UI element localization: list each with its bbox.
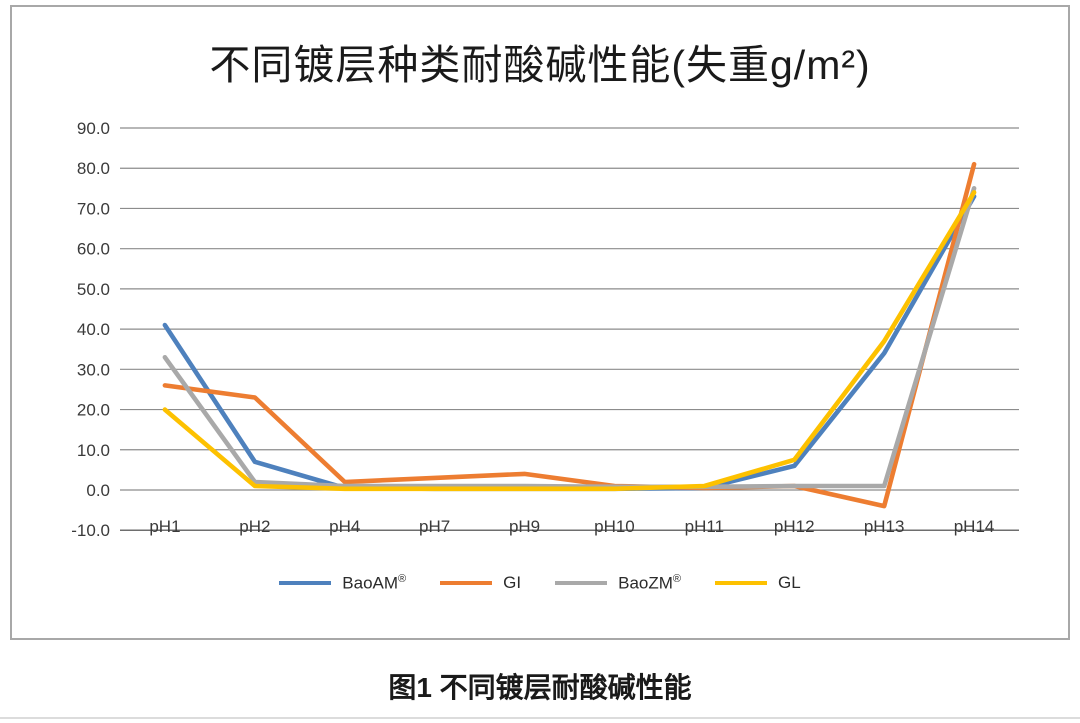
legend-item: BaoZM® (555, 573, 681, 594)
y-tick-label: 0.0 (86, 481, 110, 500)
plot-svg: 90.0 80.0 70.0 60.0 50.0 40.0 30.0 20.0 10.0 0.0 -… (71, 119, 1019, 540)
legend-item: GL (715, 573, 801, 593)
x-tick-label: pH2 (239, 517, 270, 536)
x-tick-label: pH12 (774, 517, 815, 536)
legend-swatch (440, 581, 493, 586)
y-tick-label: 70.0 (77, 199, 110, 218)
series-line-baozm (162, 186, 977, 490)
y-tick-label: -10.0 (71, 521, 110, 540)
legend-swatch (555, 581, 608, 586)
legend-swatch (279, 581, 332, 586)
legend-label: BaoAM® (342, 573, 407, 593)
y-tick-label: 10.0 (77, 441, 110, 460)
y-tick-label: 30.0 (77, 360, 110, 379)
x-tick-label: pH11 (685, 517, 724, 536)
x-tick-label: pH7 (419, 517, 450, 536)
series-line-gi (162, 161, 977, 509)
y-tick-label: 60.0 (77, 240, 110, 259)
y-tick-label: 40.0 (77, 320, 110, 339)
y-tick-label: 90.0 (77, 119, 110, 138)
y-tick-label: 50.0 (77, 280, 110, 299)
series-line-gl (162, 190, 977, 492)
legend-swatch (715, 581, 768, 586)
legend-item: GI (440, 573, 521, 593)
series-line-baoam (162, 194, 977, 492)
chart-frame: 不同镀层种类耐酸碱性能(失重g/m²) 90.0 80.0 70.0 60.0 50.0… (10, 5, 1070, 640)
legend-label: GI (503, 573, 522, 593)
x-tick-label: pH1 (149, 517, 180, 536)
x-tick-label: pH14 (954, 517, 995, 536)
x-tick-label: pH13 (864, 517, 905, 536)
chart-title: 不同镀层种类耐酸碱性能(失重g/m²) (209, 42, 871, 88)
x-tick-label: pH9 (509, 517, 540, 536)
x-tick-label: pH4 (329, 517, 360, 536)
legend-label: GL (778, 573, 801, 593)
y-tick-label: 20.0 (77, 401, 110, 420)
y-tick-label: 80.0 (77, 159, 110, 178)
legend-label: BaoZM® (618, 573, 682, 593)
chart-legend: BaoAM® GI BaoZM® GL (12, 573, 1068, 594)
x-tick-label: pH10 (594, 517, 635, 536)
legend-item: BaoAM® (279, 573, 406, 594)
bottom-divider (0, 717, 1080, 719)
figure-caption: 图1 不同镀层耐酸碱性能 (388, 672, 692, 703)
